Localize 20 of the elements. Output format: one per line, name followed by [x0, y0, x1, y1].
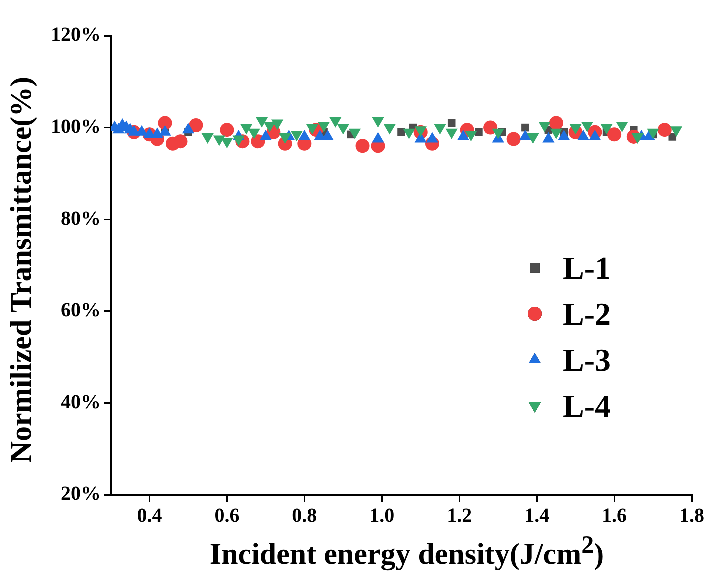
- legend-label: L-3: [563, 342, 611, 378]
- x-tick-label: 0.8: [292, 505, 318, 528]
- y-tick-label: 20%: [61, 483, 101, 506]
- x-axis-title: Incident energy density(J/cm$^{2}$): [208, 532, 606, 572]
- y-tick-label: 40%: [61, 391, 101, 414]
- x-tick-label: 0.6: [214, 505, 240, 528]
- x-tick-label: 1.6: [602, 505, 628, 528]
- y-tick-label: 60%: [61, 300, 101, 322]
- legend-label: L-2: [563, 296, 611, 332]
- y-tick-label: 120%: [51, 24, 101, 46]
- y-axis-title: Normilized Transmittance(%): [5, 76, 39, 464]
- y-tick-label: 100%: [51, 116, 101, 138]
- x-tick-label: 0.4: [137, 505, 162, 528]
- x-tick-label: 1.4: [524, 505, 550, 528]
- y-tick-label: 80%: [61, 208, 101, 230]
- x-tick-label: 1.8: [680, 505, 704, 528]
- legend-label: L-4: [563, 388, 611, 424]
- x-tick-label: 1.0: [370, 505, 395, 528]
- legend-label: L-1: [563, 250, 611, 286]
- x-tick-label: 1.2: [447, 505, 472, 528]
